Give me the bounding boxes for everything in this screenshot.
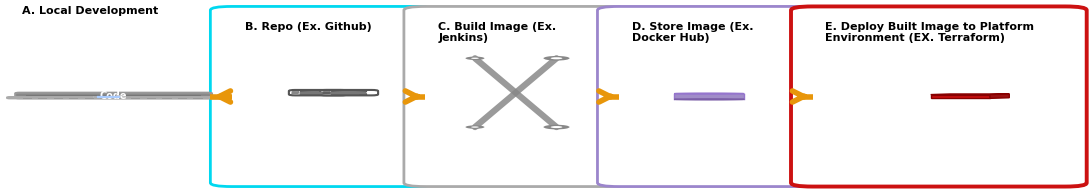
FancyBboxPatch shape [674, 94, 744, 99]
Circle shape [472, 58, 479, 59]
FancyBboxPatch shape [320, 90, 378, 95]
Circle shape [465, 125, 485, 129]
FancyBboxPatch shape [404, 6, 627, 187]
Text: E. Deploy Built Image to Platform
Environment (EX. Terraform): E. Deploy Built Image to Platform Enviro… [825, 22, 1035, 43]
FancyBboxPatch shape [94, 96, 123, 97]
Text: A. Local Development: A. Local Development [22, 6, 159, 16]
Circle shape [543, 56, 570, 61]
Polygon shape [931, 94, 1010, 95]
Polygon shape [931, 95, 990, 98]
FancyBboxPatch shape [26, 95, 201, 96]
Text: Code: Code [100, 91, 127, 101]
FancyBboxPatch shape [598, 6, 821, 187]
Text: C. Build Image (Ex.
Jenkins): C. Build Image (Ex. Jenkins) [439, 22, 556, 43]
Circle shape [543, 125, 570, 129]
Text: B. Repo (Ex. Github): B. Repo (Ex. Github) [245, 22, 371, 32]
Polygon shape [990, 94, 1010, 98]
FancyBboxPatch shape [7, 97, 220, 99]
FancyBboxPatch shape [210, 6, 435, 187]
Circle shape [551, 57, 562, 59]
FancyBboxPatch shape [15, 93, 212, 98]
Circle shape [551, 126, 562, 128]
FancyBboxPatch shape [97, 97, 131, 98]
Ellipse shape [674, 93, 744, 94]
Ellipse shape [674, 99, 744, 100]
FancyBboxPatch shape [791, 6, 1087, 187]
Text: D. Store Image (Ex.
Docker Hub): D. Store Image (Ex. Docker Hub) [632, 22, 754, 43]
Circle shape [472, 126, 479, 128]
FancyBboxPatch shape [289, 90, 347, 95]
Circle shape [465, 57, 485, 60]
